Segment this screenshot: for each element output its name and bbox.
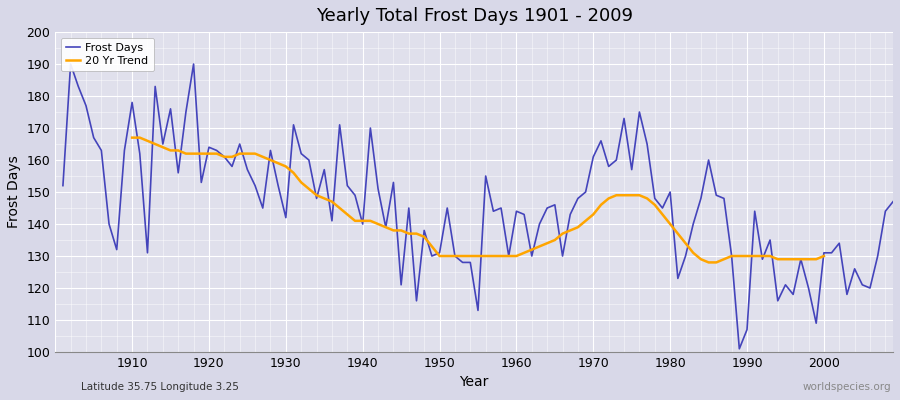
20 Yr Trend [703, 260, 714, 265]
Y-axis label: Frost Days: Frost Days [7, 156, 21, 228]
Line: Frost Days: Frost Days [63, 64, 893, 349]
20 Yr Trend [718, 257, 729, 262]
Frost Days [511, 209, 522, 214]
20 Yr Trend [288, 170, 299, 175]
Legend: Frost Days, 20 Yr Trend: Frost Days, 20 Yr Trend [61, 38, 154, 71]
Text: Latitude 35.75 Longitude 3.25: Latitude 35.75 Longitude 3.25 [81, 382, 239, 392]
Frost Days [734, 346, 744, 351]
20 Yr Trend [818, 254, 829, 258]
20 Yr Trend [811, 257, 822, 262]
Frost Days [887, 199, 898, 204]
Frost Days [65, 62, 76, 66]
20 Yr Trend [127, 135, 138, 140]
20 Yr Trend [303, 186, 314, 191]
Frost Days [518, 212, 529, 217]
Frost Days [296, 151, 307, 156]
Frost Days [58, 183, 68, 188]
Frost Days [342, 183, 353, 188]
Frost Days [611, 158, 622, 162]
Text: worldspecies.org: worldspecies.org [803, 382, 891, 392]
20 Yr Trend [803, 257, 814, 262]
Title: Yearly Total Frost Days 1901 - 2009: Yearly Total Frost Days 1901 - 2009 [316, 7, 633, 25]
Line: 20 Yr Trend: 20 Yr Trend [132, 138, 824, 262]
X-axis label: Year: Year [460, 376, 489, 390]
Frost Days [127, 100, 138, 105]
20 Yr Trend [212, 151, 222, 156]
